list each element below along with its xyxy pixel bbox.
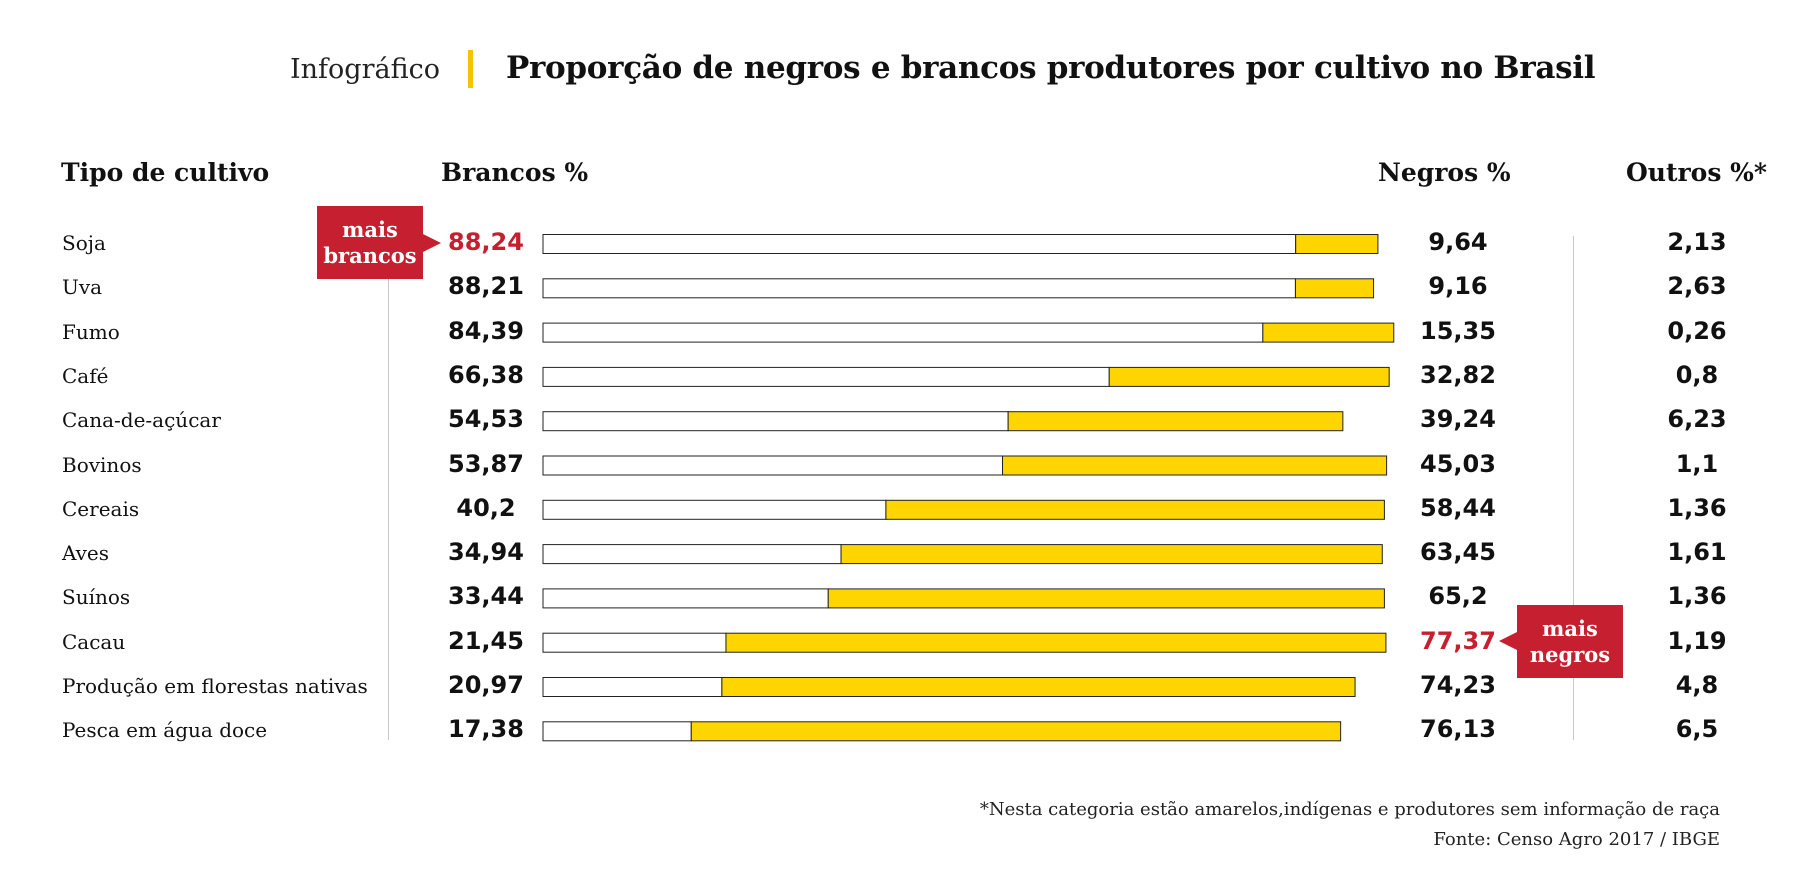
value-white: 88,24 [448, 228, 524, 256]
value-black: 32,82 [1420, 360, 1496, 389]
value-other: 2,63 [1667, 272, 1727, 301]
value-black: 9,16 [1428, 272, 1488, 301]
bar-black [885, 499, 1385, 520]
bar-black [725, 632, 1387, 653]
column-header-other: Outros %* [1626, 158, 1767, 187]
callout-most-white: mais brancos [317, 206, 423, 279]
chart-title: Proporção de negros e brancos produtores… [506, 50, 1596, 86]
value-black: 58,44 [1420, 493, 1496, 522]
header-accent-bar [468, 50, 473, 88]
value-other: 2,13 [1667, 228, 1727, 256]
callout-most-white-arrow [423, 234, 441, 252]
bar-black [827, 588, 1385, 609]
value-white: 17,38 [448, 715, 524, 744]
value-other: 1,19 [1667, 626, 1727, 655]
bar-black [721, 677, 1356, 697]
bar-white [542, 588, 829, 609]
column-header-white: Brancos % [441, 158, 589, 187]
bar-black [1108, 366, 1390, 387]
bar-white [542, 632, 727, 653]
row-label: Aves [62, 541, 110, 566]
bar-white [542, 721, 692, 742]
row-label: Produção em florestas nativas [62, 674, 368, 698]
bar-white [542, 411, 1009, 432]
value-black: 15,35 [1420, 316, 1496, 345]
row-label: Cana-de-açúcar [62, 408, 221, 433]
callout-most-black-line2: negros [1529, 641, 1611, 667]
bar-black [1002, 455, 1388, 476]
value-other: 0,26 [1667, 316, 1727, 345]
bar-black [1294, 278, 1375, 299]
row-label: Bovinos [62, 452, 142, 477]
value-other: 0,8 [1675, 360, 1719, 389]
bar-white [542, 499, 887, 520]
column-header-crop: Tipo de cultivo [61, 158, 270, 187]
callout-most-white-line2: brancos [323, 242, 417, 268]
value-other: 6,5 [1675, 715, 1719, 744]
bar-white [542, 322, 1264, 343]
bar-white [542, 455, 1004, 476]
bar-black [1007, 411, 1344, 432]
value-black: 65,2 [1428, 582, 1488, 611]
bar-black [840, 544, 1383, 565]
callout-most-black: mais negros [1517, 605, 1623, 678]
value-white: 66,38 [448, 360, 524, 389]
bar-white [542, 677, 723, 697]
value-black: 9,64 [1428, 228, 1488, 256]
value-white: 20,97 [448, 671, 524, 699]
footnote-note: *Nesta categoria estão amarelos,indígena… [979, 799, 1720, 820]
value-black: 45,03 [1420, 449, 1496, 478]
bar-white [542, 234, 1297, 254]
callout-most-white-line1: mais [342, 216, 398, 242]
bar-black [1295, 234, 1379, 254]
value-other: 1,36 [1667, 582, 1727, 611]
column-header-black: Negros % [1378, 158, 1511, 187]
row-label: Fumo [62, 319, 120, 344]
row-label: Uva [62, 275, 103, 300]
value-black: 77,37 [1420, 626, 1496, 655]
value-white: 34,94 [448, 538, 524, 567]
bar-white [542, 366, 1110, 387]
row-label: Cereais [62, 496, 140, 521]
value-white: 88,21 [448, 272, 524, 301]
value-black: 63,45 [1420, 538, 1496, 567]
row-label: Cacau [62, 629, 126, 654]
value-black: 74,23 [1420, 671, 1496, 699]
bar-black [1262, 322, 1395, 343]
value-other: 1,61 [1667, 538, 1727, 567]
value-white: 84,39 [448, 316, 524, 345]
value-other: 6,23 [1667, 405, 1727, 434]
callout-most-black-arrow [1499, 632, 1517, 650]
footnote-source: Fonte: Censo Agro 2017 / IBGE [1433, 829, 1720, 850]
bar-white [542, 544, 842, 565]
bar-white [542, 278, 1296, 299]
row-label: Soja [62, 231, 106, 255]
value-white: 40,2 [456, 493, 516, 522]
value-other: 4,8 [1675, 671, 1719, 699]
row-label: Suínos [62, 585, 131, 610]
value-black: 76,13 [1420, 715, 1496, 744]
value-other: 1,1 [1675, 449, 1719, 478]
value-white: 33,44 [448, 582, 524, 611]
bar-black [690, 721, 1342, 742]
value-white: 21,45 [448, 626, 524, 655]
callout-most-black-line1: mais [1542, 615, 1598, 641]
value-other: 1,36 [1667, 493, 1727, 522]
divider-right [1573, 236, 1574, 740]
value-white: 53,87 [448, 449, 524, 478]
row-label: Café [62, 363, 109, 388]
header-kicker: Infográfico [290, 54, 440, 85]
divider-left [388, 278, 389, 740]
value-black: 39,24 [1420, 405, 1496, 434]
value-white: 54,53 [448, 405, 524, 434]
row-label: Pesca em água doce [62, 718, 268, 743]
